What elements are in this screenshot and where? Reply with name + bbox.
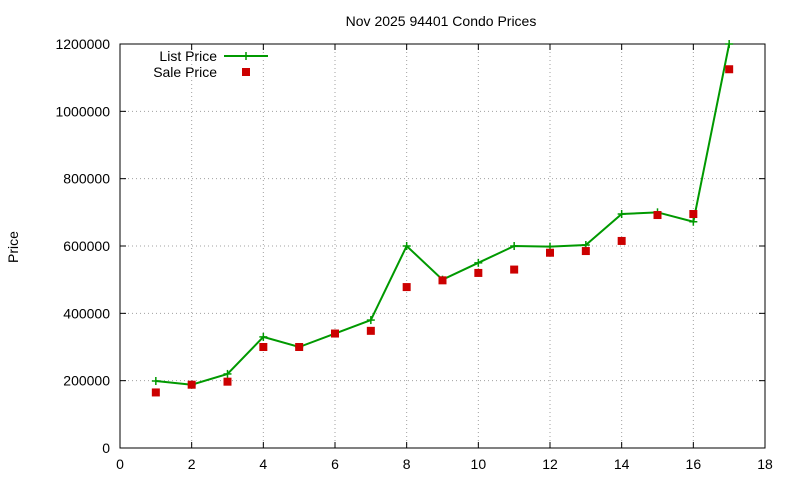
data-point [617,210,626,219]
data-point [259,332,268,341]
data-point [151,388,160,397]
series-line [155,43,731,386]
data-point [402,242,411,250]
data-point [259,343,268,351]
series-layer [151,40,734,397]
data-point [295,343,304,351]
legend-label: Sale Price [153,64,217,80]
y-axis-label: Price [5,231,21,263]
grid [120,44,765,448]
chart-title: Nov 2025 94401 Condo Prices [346,13,537,29]
x-tick-label: 0 [116,456,124,472]
data-point [366,326,375,335]
y-tick-label: 800000 [63,171,110,187]
x-tick-label: 2 [188,456,196,472]
data-point [617,236,626,245]
data-point [689,217,698,226]
legend-marker [242,52,250,60]
y-tick-label: 200000 [63,373,110,389]
x-tick-label: 14 [614,456,630,472]
data-point [725,65,734,74]
x-tick-label: 10 [471,456,487,472]
y-tick-label: 1200000 [55,36,110,52]
data-point [581,247,590,256]
x-tick-label: 18 [757,456,773,472]
series-0 [151,40,734,389]
data-point [725,40,734,48]
x-tick-label: 12 [542,456,558,472]
data-point [474,268,483,277]
data-point [438,276,447,285]
data-point [366,316,375,325]
data-point [653,211,662,220]
data-point [402,283,411,292]
x-tick-label: 6 [331,456,339,472]
data-point [689,210,698,219]
data-point [510,265,519,274]
legend-label: List Price [159,48,217,64]
data-point [331,329,339,338]
y-tick-label: 400000 [63,305,110,321]
x-tick-label: 4 [259,456,267,472]
series-1 [151,65,734,397]
data-point [474,258,483,267]
data-point [151,377,160,386]
data-point [223,377,232,386]
y-tick-label: 600000 [63,238,110,254]
data-point [546,248,554,257]
data-point [510,242,519,250]
x-tick-label: 8 [403,456,411,472]
x-tick-label: 16 [686,456,702,472]
y-tick-label: 1000000 [55,103,110,119]
data-point [223,369,232,378]
y-tick-label: 0 [102,440,110,456]
axis-ticks: 0 2 4 6 8 10 12 14 16 18 0 200000 400000 600000 800000… [55,36,773,472]
data-point [187,380,196,389]
legend-marker [242,68,250,76]
